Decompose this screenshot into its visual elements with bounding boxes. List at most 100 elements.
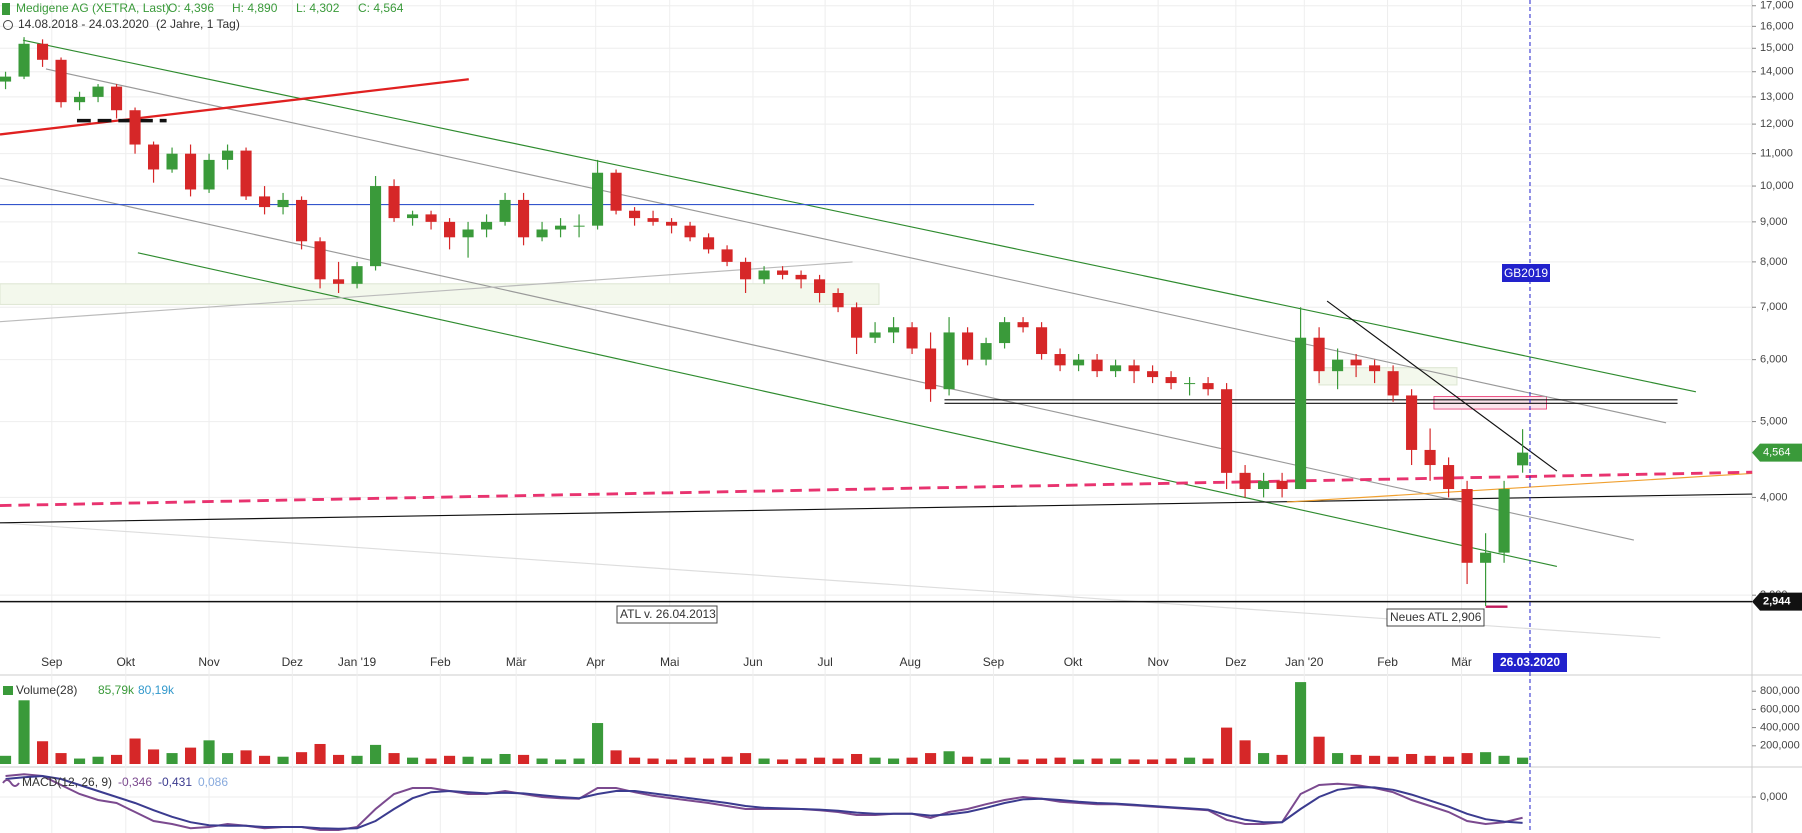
volume-bar <box>962 756 974 764</box>
volume-bar <box>666 759 678 764</box>
candle-body <box>666 221 678 226</box>
trend-line <box>0 261 853 323</box>
volume-bar <box>0 755 12 764</box>
y-tick-label: 200,000 <box>1760 740 1800 752</box>
candle-body <box>1202 383 1214 390</box>
y-tick-label: 600,000 <box>1760 703 1800 715</box>
x-tick-label: Mär <box>1451 655 1472 669</box>
candle-body <box>740 261 752 280</box>
candle-body <box>1498 489 1510 553</box>
indicator-title: Volume(28) <box>16 683 77 697</box>
drawings <box>0 39 1753 639</box>
period: (2 Jahre, 1 Tag) <box>156 17 240 31</box>
price-tag <box>1752 443 1802 462</box>
y-tick-label: 5,000 <box>1760 416 1788 428</box>
candle-body <box>277 199 289 208</box>
trend-line <box>0 470 1753 507</box>
candle-body <box>481 221 493 230</box>
volume-bar <box>1091 758 1103 764</box>
y-tick-label: 11,000 <box>1760 148 1793 160</box>
volume-bar <box>573 758 585 764</box>
volume-bar <box>55 753 67 764</box>
x-tick-label: Nov <box>198 655 219 669</box>
y-tick-label: 7,000 <box>1760 301 1788 313</box>
trend-line <box>0 78 469 136</box>
volume-bar <box>832 758 844 764</box>
candle-body <box>1480 552 1492 563</box>
candle-body <box>999 322 1011 344</box>
candle-body <box>462 229 474 238</box>
y-tick-label: 4,000 <box>1760 491 1788 503</box>
ohlc: O: 4,396 <box>168 1 214 15</box>
volume-bar <box>1110 758 1122 764</box>
candle-body <box>1517 452 1529 466</box>
candle-body <box>1221 389 1233 473</box>
volume-bar <box>1036 758 1048 764</box>
candle-body <box>518 199 530 238</box>
zone <box>0 283 880 306</box>
volume-bar <box>1165 758 1177 764</box>
x-tick-label: Sep <box>41 655 63 669</box>
volume-bar <box>1498 755 1510 764</box>
candle-body <box>629 210 641 219</box>
candle-body <box>814 279 826 294</box>
candle-body <box>1313 337 1325 372</box>
volume-bar <box>851 753 863 764</box>
volume-bar <box>388 753 400 764</box>
candle-body <box>1110 365 1122 372</box>
candle-body <box>1332 359 1344 372</box>
cursor-date: 26.03.2020 <box>1500 655 1560 669</box>
annotation: ATL v. 26.04.2013 <box>620 607 716 621</box>
volume-bar <box>1184 757 1196 764</box>
candle-body <box>592 172 604 226</box>
y-tick-label: 6,000 <box>1760 354 1788 366</box>
candle-body <box>351 266 363 284</box>
volume-bar <box>185 747 197 764</box>
volume-bar <box>555 759 567 764</box>
candle-body <box>333 279 345 284</box>
candle-body <box>888 327 900 333</box>
volume-bar <box>592 723 604 764</box>
ohlc: C: 4,564 <box>358 1 404 15</box>
candle-body <box>1017 322 1029 328</box>
y-tick-label: 17,000 <box>1760 0 1794 12</box>
volume-bar <box>888 758 900 764</box>
volume-bar <box>314 743 326 764</box>
volume-bar <box>758 758 770 764</box>
volume-bar <box>1461 753 1473 764</box>
candle-body <box>962 332 974 360</box>
x-tick-label: Nov <box>1147 655 1168 669</box>
volume-bar <box>869 757 881 764</box>
volume-bar <box>536 758 548 764</box>
candle-body <box>388 186 400 219</box>
volume-bar <box>1424 755 1436 764</box>
y-tick-label: 16,000 <box>1760 20 1794 32</box>
volume-bar <box>518 754 530 764</box>
candle-body <box>203 159 215 190</box>
candle-body <box>1295 337 1307 490</box>
trend-line <box>0 522 1661 639</box>
candle-body <box>296 199 308 242</box>
candle-body <box>407 214 419 219</box>
volume-bar <box>333 754 345 764</box>
volume-bar <box>629 757 641 764</box>
candle-body <box>1184 383 1196 385</box>
volume-bar <box>499 753 511 764</box>
icon <box>2 3 10 15</box>
candle-body <box>573 225 585 227</box>
axis-strip <box>1752 0 1802 833</box>
volume-bar <box>296 752 308 764</box>
volume-bar <box>1054 757 1066 764</box>
candle-body <box>851 307 863 338</box>
x-tick-label: Apr <box>586 655 605 669</box>
volume-bar <box>1128 759 1140 764</box>
candle-body <box>980 343 992 360</box>
volume-bar <box>351 755 363 764</box>
candle-body <box>222 150 234 160</box>
volume-bar <box>407 757 419 764</box>
volume-bar <box>1480 752 1492 764</box>
y-tick-label: 8,000 <box>1760 256 1788 268</box>
annotation-box <box>1502 264 1550 282</box>
volume-bar <box>1221 727 1233 764</box>
